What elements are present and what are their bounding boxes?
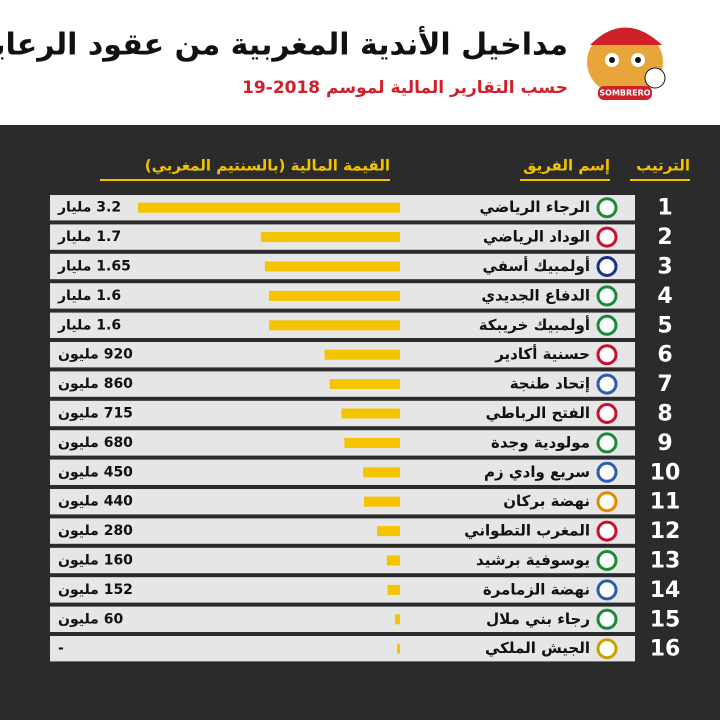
bar-stub [397, 643, 400, 654]
value-label: 152 مليون [58, 582, 133, 598]
team-logo [596, 608, 618, 630]
rank: 13 [650, 549, 681, 574]
team-name: حسنية أكادير [494, 344, 590, 363]
team-name: الرجاء الرياضي [480, 198, 590, 216]
team-name: رجاء بني ملال [486, 610, 590, 628]
team-name: أولمبيك أسفي [483, 256, 590, 275]
value-label: 920 مليون [58, 347, 133, 363]
team-name: سريع وادي زم [484, 463, 590, 482]
row-bg [50, 430, 635, 456]
value-label: 450 مليون [58, 464, 133, 480]
team-name: أولمبيك خريبكة [479, 315, 590, 334]
value-label: 1.7 مليار [57, 229, 121, 245]
team-name: نهضة بركان [503, 492, 590, 510]
value-label: 3.2 مليار [57, 200, 121, 216]
team-logo [596, 520, 618, 542]
logo: SOMBRERO [587, 27, 666, 100]
rank: 15 [650, 607, 681, 632]
row-bg [50, 577, 635, 603]
rank: 6 [657, 343, 672, 368]
value-label: - [58, 641, 64, 657]
bar [344, 437, 400, 448]
rank: 8 [657, 402, 672, 427]
bar [269, 320, 400, 331]
team-logo [596, 550, 618, 571]
value-label: 160 مليون [58, 553, 133, 569]
team-logo [596, 344, 618, 366]
team-name: نهضة الزمامرة [483, 580, 590, 598]
team-logo [596, 256, 618, 277]
bar [260, 232, 400, 243]
chart-subtitle: حسب التقارير المالية لموسم 2018-19 [242, 78, 568, 98]
value-label: 1.65 مليار [57, 259, 131, 275]
team-logo [596, 314, 618, 336]
team-name: الجيش الملكي [485, 639, 590, 657]
rank: 4 [657, 284, 672, 309]
rank: 3 [657, 255, 672, 280]
row-bg [50, 518, 635, 544]
bar [138, 202, 400, 213]
value-label: 440 مليون [58, 494, 133, 510]
bar [395, 614, 400, 625]
rank: 10 [650, 460, 681, 485]
rank: 14 [650, 578, 681, 603]
bar [269, 290, 400, 301]
team-logo [596, 226, 618, 248]
row-bg [50, 459, 635, 485]
bar [387, 584, 400, 595]
row-bg [50, 489, 635, 515]
team-name: الوداد الرياضي [483, 228, 590, 246]
team-name: مولودية وجدة [491, 433, 590, 451]
bar [264, 261, 400, 272]
rank: 2 [657, 225, 672, 250]
team-logo [596, 403, 618, 424]
team-logo [596, 491, 618, 513]
bar [341, 408, 400, 419]
team-logo [596, 579, 618, 601]
team-logo [596, 197, 618, 219]
value-label: 280 مليون [58, 523, 133, 539]
value-label: 1.6 مليار [57, 317, 121, 333]
value-label: 860 مليون [58, 376, 133, 392]
team-logo [596, 638, 618, 660]
bar [363, 467, 400, 478]
chart-title: مداخيل الأندية المغربية من عقود الرعاية [0, 26, 568, 63]
team-name: الدفاع الجديدي [481, 286, 590, 305]
logo-text: SOMBRERO [599, 89, 650, 98]
bar [377, 526, 400, 537]
team-name: المغرب التطواني [464, 522, 590, 540]
value-label: 680 مليون [58, 435, 133, 451]
team-name: إتحاد طنجة [510, 375, 590, 393]
team-logo [596, 461, 618, 483]
value-header: القيمة المالية (بالسنتيم المغربي) [145, 157, 390, 175]
rank: 7 [657, 372, 672, 397]
team-logo [596, 432, 618, 454]
team-name: الفتح الرباطي [486, 404, 590, 422]
value-label: 60 مليون [58, 611, 123, 627]
rank: 11 [650, 490, 681, 515]
value-label: 1.6 مليار [57, 288, 121, 304]
bar [363, 496, 400, 507]
team-logo [596, 285, 618, 307]
team-name: يوسوفية برشيد [476, 551, 590, 569]
row-bg [50, 606, 635, 632]
value-label: 715 مليون [58, 406, 133, 422]
rank: 1 [657, 196, 672, 221]
row-bg [50, 636, 635, 662]
team-logo [596, 373, 618, 395]
rank: 5 [657, 313, 672, 338]
bar [329, 379, 400, 390]
rank-header: الترتيب [636, 157, 690, 175]
bar [386, 555, 400, 566]
team-header: إسم الفريق [523, 157, 610, 175]
bar [324, 349, 400, 360]
rank: 9 [657, 431, 672, 456]
rank: 16 [650, 637, 681, 662]
row-bg [50, 547, 635, 574]
rank: 12 [650, 519, 681, 544]
